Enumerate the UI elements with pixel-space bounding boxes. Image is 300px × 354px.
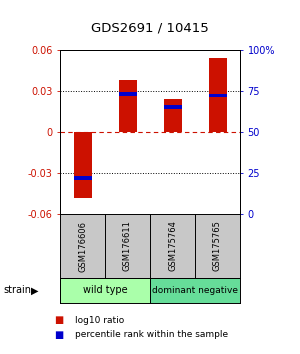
Bar	[164, 105, 181, 109]
Bar	[118, 80, 136, 132]
Text: GSM176606: GSM176606	[78, 221, 87, 272]
Text: wild type: wild type	[83, 285, 127, 295]
Text: ■: ■	[54, 315, 63, 325]
Text: percentile rank within the sample: percentile rank within the sample	[75, 330, 228, 339]
Text: ▶: ▶	[31, 285, 38, 295]
Text: GSM175765: GSM175765	[213, 221, 222, 272]
Text: dominant negative: dominant negative	[152, 286, 238, 295]
Bar	[60, 278, 150, 303]
Bar	[150, 278, 240, 303]
Bar	[208, 58, 226, 132]
Bar	[74, 132, 92, 198]
Text: GSM176611: GSM176611	[123, 221, 132, 272]
Bar	[208, 94, 226, 97]
Text: ■: ■	[54, 330, 63, 339]
Bar	[118, 92, 136, 96]
Bar	[164, 99, 181, 132]
Text: GSM175764: GSM175764	[168, 221, 177, 272]
Text: log10 ratio: log10 ratio	[75, 316, 124, 325]
Bar	[74, 176, 92, 180]
Text: GDS2691 / 10415: GDS2691 / 10415	[91, 22, 209, 35]
Text: strain: strain	[3, 285, 31, 295]
